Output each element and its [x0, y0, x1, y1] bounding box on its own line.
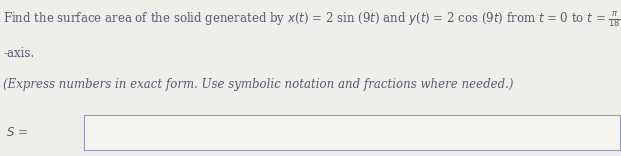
- Bar: [84, 115, 620, 150]
- Text: Find the surface area of the solid generated by $x$($t$) = 2 sin (9$t$) and $y$(: Find the surface area of the solid gener…: [3, 11, 621, 30]
- Text: $S$ =: $S$ =: [6, 126, 28, 139]
- Text: -axis.: -axis.: [3, 47, 34, 60]
- Text: (Express numbers in exact form. Use symbolic notation and fractions where needed: (Express numbers in exact form. Use symb…: [3, 78, 514, 91]
